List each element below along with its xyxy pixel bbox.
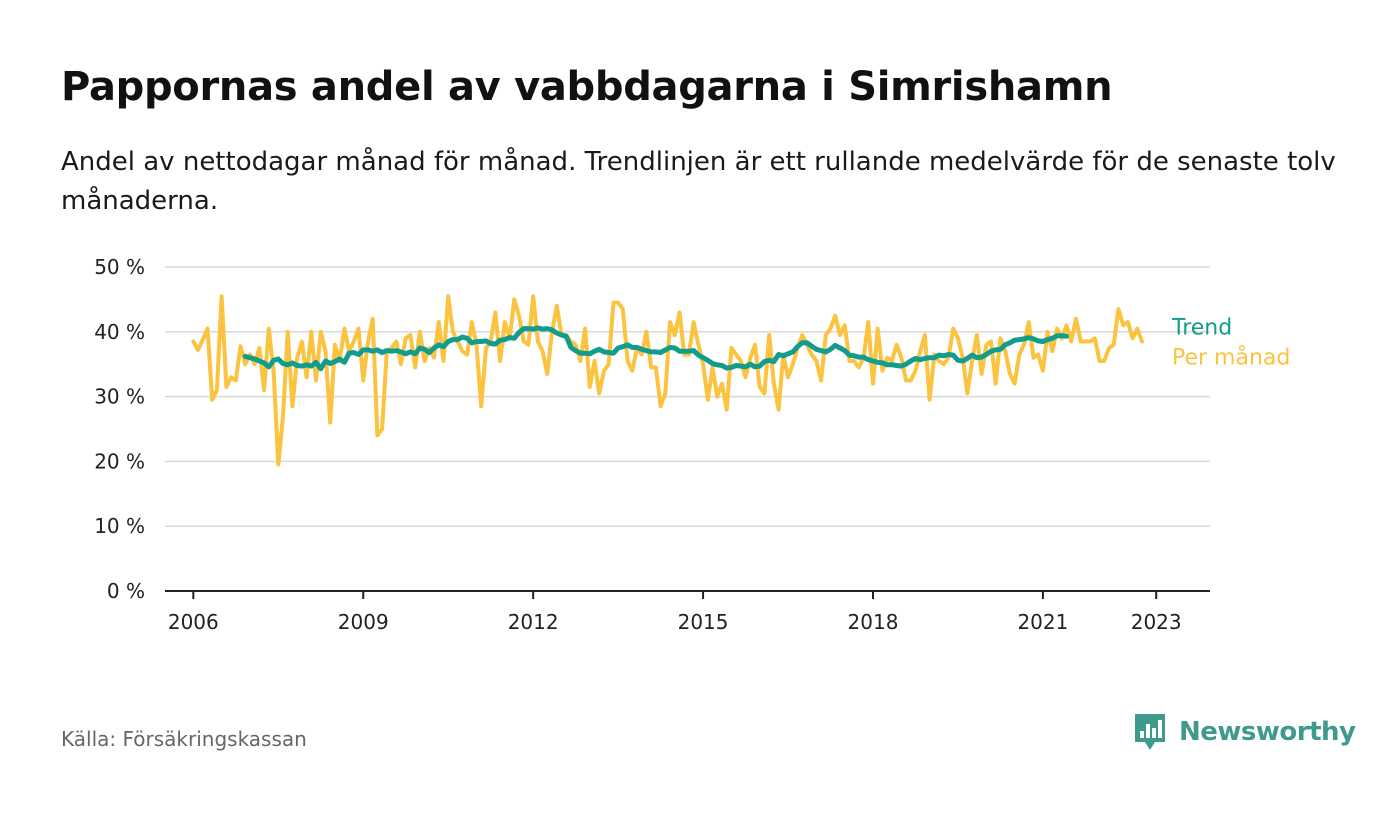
trend-label: Trend xyxy=(1171,316,1232,341)
line-chart: 0 % 10 % 20 % 30 % 40 % 50 % 2006 2009 2012 2015… xyxy=(94,255,1290,634)
newsworthy-logo-icon xyxy=(1135,714,1165,750)
y-tick-label: 30 % xyxy=(94,385,145,409)
y-axis-ticks: 0 % 10 % 20 % 30 % 40 % 50 % xyxy=(94,255,145,603)
y-tick-label: 50 % xyxy=(94,255,145,279)
x-axis: 2006 2009 2012 2015 2018 2021 2023 xyxy=(165,590,1210,634)
series-lines xyxy=(191,294,1144,467)
x-tick-label: 2023 xyxy=(1131,610,1182,634)
chart-subtitle: Andel av nettodagar månad för månad. Tre… xyxy=(61,147,1336,216)
source-note: Källa: Försäkringskassan xyxy=(61,727,307,751)
series-labels: Per månad Trend xyxy=(1171,316,1290,371)
trend-line xyxy=(242,325,1069,372)
x-tick-label: 2021 xyxy=(1017,610,1068,634)
newsworthy-brand[interactable]: Newsworthy xyxy=(1133,712,1356,752)
brand-name: Newsworthy xyxy=(1179,717,1356,747)
y-tick-label: 40 % xyxy=(94,320,145,344)
x-tick-label: 2012 xyxy=(508,610,559,634)
x-tick-label: 2018 xyxy=(848,610,899,634)
y-tick-label: 10 % xyxy=(94,514,145,538)
chart-title: Pappornas andel av vabbdagarna i Simrish… xyxy=(61,64,1113,110)
x-tick-label: 2015 xyxy=(678,610,729,634)
y-tick-label: 0 % xyxy=(107,579,145,603)
x-tick-label: 2009 xyxy=(338,610,389,634)
y-tick-label: 20 % xyxy=(94,449,145,473)
grid-lines xyxy=(165,266,1210,527)
monthly-line xyxy=(191,294,1144,467)
x-tick-label: 2006 xyxy=(168,610,219,634)
monthly-label: Per månad xyxy=(1172,345,1290,371)
